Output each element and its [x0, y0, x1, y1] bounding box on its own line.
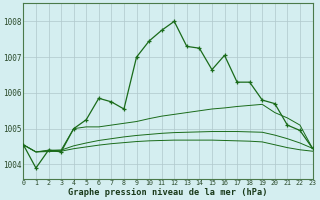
X-axis label: Graphe pression niveau de la mer (hPa): Graphe pression niveau de la mer (hPa) [68, 188, 268, 197]
